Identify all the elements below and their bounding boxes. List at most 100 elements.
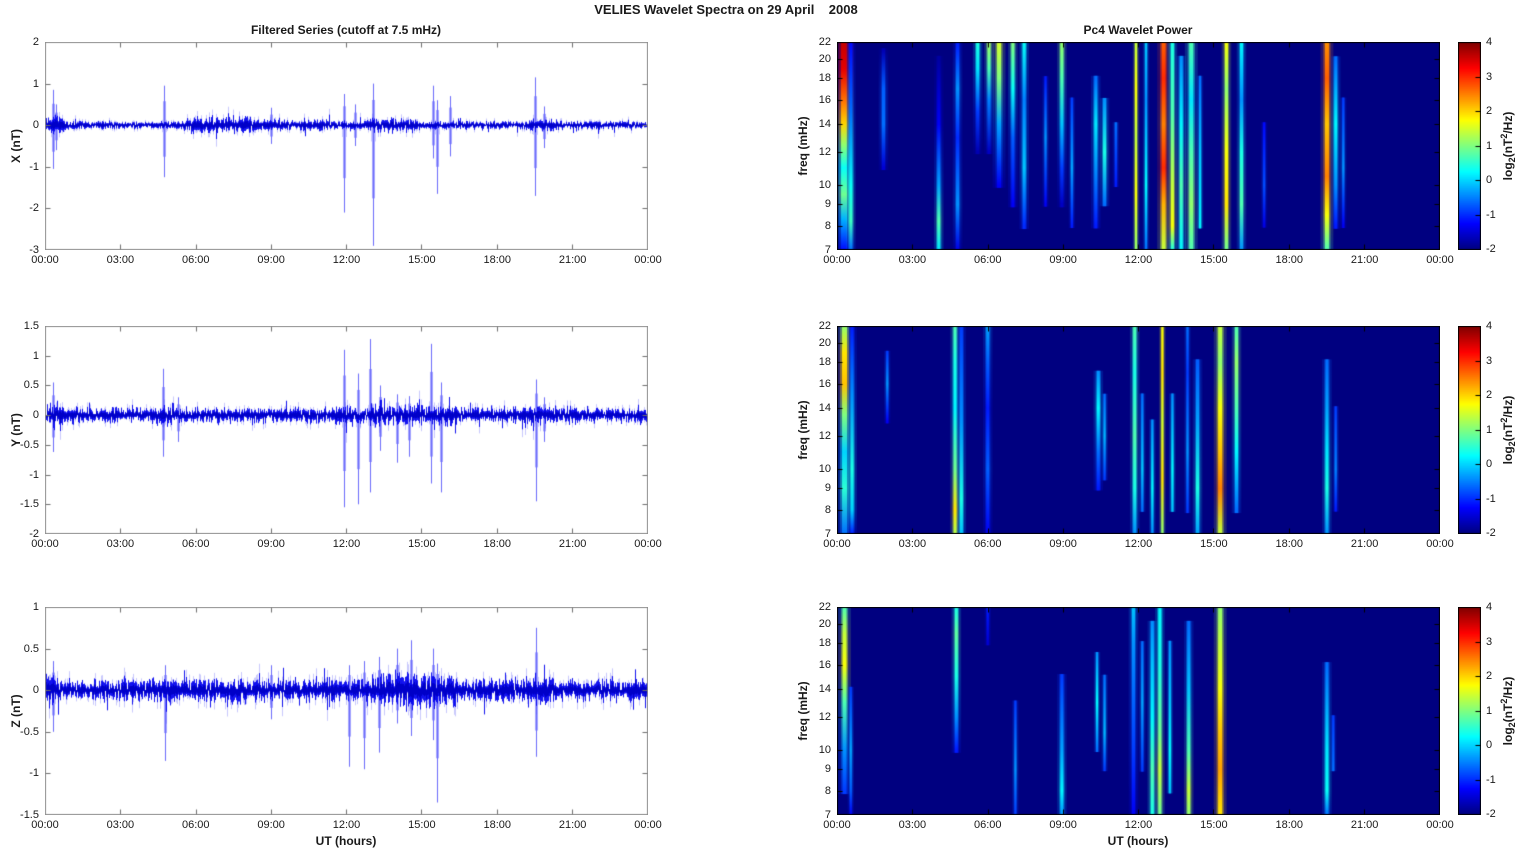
x-tick-label: 09:00 [1049,254,1077,266]
y-tick-label: 8 [824,503,831,516]
timeseries-canvas-y [45,326,648,534]
y-tick-label: 9 [824,763,831,776]
y-tick-label: 14 [818,683,831,696]
x-tick-label: 21:00 [1350,254,1379,266]
x-tick-label: 03:00 [898,254,927,266]
y-tick-label: -3 [29,244,39,256]
timeseries-panel-x: 00:00 03:00 06:00 09:00 12:00 15:00 18:00 21:00… [29,36,662,266]
x-tick-label: 15:00 [1200,538,1228,550]
colorbar-label-2: log2(nT2/Hz) [1498,395,1518,465]
x-tick-label: 09:00 [1049,538,1077,550]
x-tick-label: 12:00 [1124,538,1153,550]
y-tick-label: 12 [818,146,831,159]
colorbar-tick-label: 3 [1486,71,1493,83]
y-tick-label: 18 [818,356,831,369]
y-tick-label: -1 [29,160,39,173]
timeseries-canvas-z [45,607,648,815]
x-tick-label: 06:00 [973,819,1002,831]
x-tick-label: 00:00 [1426,819,1454,831]
colorbar-tick-label: 3 [1486,636,1493,648]
y-tick-label: 12 [818,430,831,443]
colorbar-tick-label: 0 [1486,174,1493,186]
y-tick-label: 22 [818,601,831,613]
y-tick-label: 14 [818,402,831,415]
x-tick-label: 00:00 [634,819,662,831]
x-tick-label: 00:00 [1426,254,1454,266]
y-tick-label: 1 [32,601,39,613]
ylabel-y: Y (nT) [9,413,23,447]
y-tick-label: 18 [818,637,831,650]
y-tick-label: 10 [818,179,831,192]
x-tick-label: 03:00 [106,819,135,831]
colorbar-canvas-y [1458,326,1481,534]
colorbar-tick-label: 3 [1486,355,1493,367]
y-tick-label: 8 [824,219,831,232]
y-tick-label: 7 [824,809,831,821]
figure-title: VELIES Wavelet Spectra on 29 April 2008 [594,2,858,17]
x-tick-label: 00:00 [1426,538,1454,550]
colorbar-tick-label: 2 [1486,389,1493,401]
y-tick-label: -2 [29,202,39,215]
y-tick-label: 0 [32,119,39,132]
timeseries-panel-z: 00:00 03:00 06:00 09:00 12:00 15:00 18:00 21:00… [20,601,662,831]
y-tick-label: 16 [818,93,831,106]
colorbar-tick-label: 0 [1486,739,1493,751]
y-tick-label: 22 [818,320,831,332]
timeseries-canvas-x [45,42,648,250]
y-tick-label: 1 [32,77,39,90]
x-tick-label: 21:00 [558,538,587,550]
x-tick-label: 21:00 [1350,819,1379,831]
y-tick-label: 0.5 [23,642,39,655]
y-tick-label: 0 [32,409,39,422]
x-tick-label: 12:00 [1124,254,1153,266]
x-tick-label: 00:00 [31,254,59,266]
x-tick-label: 03:00 [106,254,135,266]
spectrogram-panel-x: 00:00 03:00 06:00 09:00 12:00 15:00 18:00 21:00… [819,36,1454,266]
left-column-title: Filtered Series (cutoff at 7.5 mHz) [250,23,442,37]
colorbar-tick-label: 2 [1486,105,1493,117]
colorbar-tick-label: -1 [1486,493,1496,505]
y-tick-label: -1.5 [20,498,39,511]
x-tick-label: 09:00 [257,538,285,550]
y-tick-label: 20 [818,618,831,631]
x-tick-label: 15:00 [1200,254,1228,266]
y-tick-label: -1 [29,468,39,481]
x-tick-label: 18:00 [483,538,512,550]
x-tick-label: 15:00 [408,538,436,550]
colorbar-z: 4 3 2 1 0 -1 -2 [1458,601,1496,820]
ylabel-freq-2: freq (mHz) [796,400,810,460]
colorbar-tick-label: 4 [1486,601,1493,613]
x-tick-label: 18:00 [1275,819,1304,831]
y-tick-label: 14 [818,118,831,131]
y-tick-label: 2 [32,36,39,48]
y-tick-label: 1 [32,349,39,362]
colorbar-tick-label: 0 [1486,458,1493,470]
x-tick-label: 21:00 [558,254,587,266]
colorbar-label-3: log2(nT2/Hz) [1498,676,1518,746]
x-tick-label: 18:00 [483,819,512,831]
x-tick-label: 06:00 [181,819,210,831]
x-tick-label: 12:00 [1124,819,1153,831]
colorbar-x: 4 3 2 1 0 -1 -2 [1458,36,1496,255]
y-tick-label: 20 [818,337,831,350]
x-tick-label: 00:00 [823,819,851,831]
y-tick-label: -1.5 [20,809,39,821]
spectrogram-canvas-y [837,326,1440,534]
x-tick-label: 03:00 [898,819,927,831]
x-tick-label: 00:00 [634,538,662,550]
spectrogram-panel-z: 00:00 03:00 06:00 09:00 12:00 15:00 18:00 21:00… [819,601,1454,831]
y-tick-label: 8 [824,784,831,797]
spectrogram-panel-y: 00:00 03:00 06:00 09:00 12:00 15:00 18:00 21:00… [819,320,1454,550]
x-tick-label: 06:00 [181,254,210,266]
colorbar-tick-label: 1 [1486,140,1493,152]
y-tick-label: 10 [818,744,831,757]
colorbar-tick-label: -2 [1486,808,1496,820]
x-tick-label: 00:00 [823,254,851,266]
y-tick-label: 0.5 [23,379,39,392]
y-tick-label: 18 [818,72,831,85]
ylabel-freq-3: freq (mHz) [796,681,810,741]
x-tick-label: 00:00 [31,819,59,831]
x-tick-label: 12:00 [332,538,361,550]
x-tick-label: 15:00 [408,254,436,266]
